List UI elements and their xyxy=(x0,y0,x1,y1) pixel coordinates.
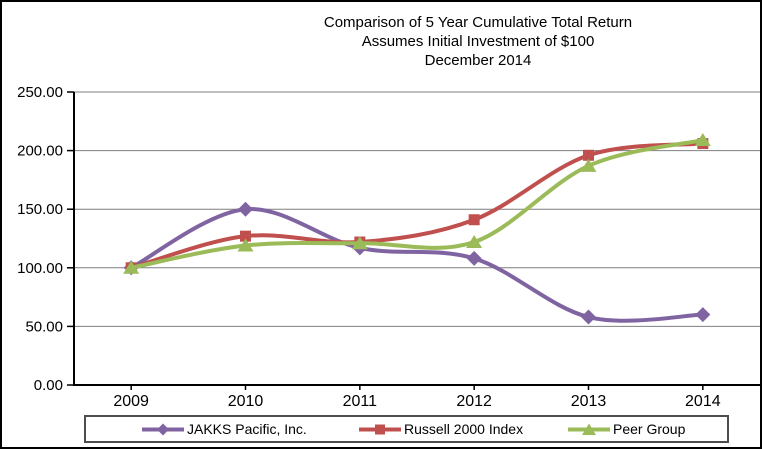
chart-title: Comparison of 5 Year Cumulative Total Re… xyxy=(192,13,760,70)
legend-label: JAKKS Pacific, Inc. xyxy=(187,421,307,437)
chart-legend: JAKKS Pacific, Inc. Russell 2000 Index Pee… xyxy=(84,415,729,443)
marker-triangle-icon xyxy=(466,235,483,249)
marker-diamond-icon xyxy=(238,201,253,217)
y-axis-tick-label: 250.00 xyxy=(17,84,63,101)
series-line-russell-2000-index xyxy=(129,141,705,270)
legend-item-peer-group: Peer Group xyxy=(567,421,685,437)
legend-square-icon xyxy=(359,424,401,434)
x-axis-tick-label: 2014 xyxy=(685,393,721,410)
x-axis-tick-label: 2010 xyxy=(228,393,264,410)
y-axis-tick-label: 50.00 xyxy=(25,318,63,335)
marker-square-icon xyxy=(468,214,480,226)
chart-title-line3: December 2014 xyxy=(424,52,532,69)
legend-label: Peer Group xyxy=(613,421,686,437)
marker-square-icon xyxy=(583,149,594,161)
legend-diamond-icon xyxy=(142,423,184,435)
x-axis-tick-label: 2009 xyxy=(113,393,149,410)
marker-triangle-icon xyxy=(351,236,368,250)
marker-square-icon xyxy=(240,230,251,242)
x-axis-tick-label: 2013 xyxy=(571,393,607,410)
marker-diamond-icon xyxy=(466,250,482,266)
series-line-jakks-pacific-inc xyxy=(129,207,705,323)
series-line-peer-group xyxy=(129,138,705,270)
legend-label: Russell 2000 Index xyxy=(404,421,524,437)
x-axis-tick-label: 2012 xyxy=(456,393,492,410)
marker-triangle-icon xyxy=(123,260,140,274)
y-axis-tick-label: 150.00 xyxy=(17,201,63,218)
legend-item-jakks-pacific-inc: JAKKS Pacific, Inc. xyxy=(141,421,307,437)
marker-triangle-icon xyxy=(694,133,711,147)
y-axis-tick-label: 100.00 xyxy=(17,260,63,277)
marker-triangle-icon xyxy=(580,158,597,172)
x-axis-tick-label: 2011 xyxy=(343,393,378,410)
marker-diamond-icon xyxy=(581,309,596,325)
marker-triangle-icon xyxy=(237,238,254,252)
legend-item-russell-2000-index: Russell 2000 Index xyxy=(358,421,523,437)
chart-title-line2: Assumes Initial Investment of $100 xyxy=(361,33,595,50)
legend-triangle-icon xyxy=(568,423,610,435)
marker-diamond-icon xyxy=(695,307,711,323)
chart-title-line1: Comparison of 5 Year Cumulative Total Re… xyxy=(323,14,633,31)
y-axis-tick-label: 0.00 xyxy=(34,377,63,394)
y-axis-tick-label: 200.00 xyxy=(17,143,63,160)
